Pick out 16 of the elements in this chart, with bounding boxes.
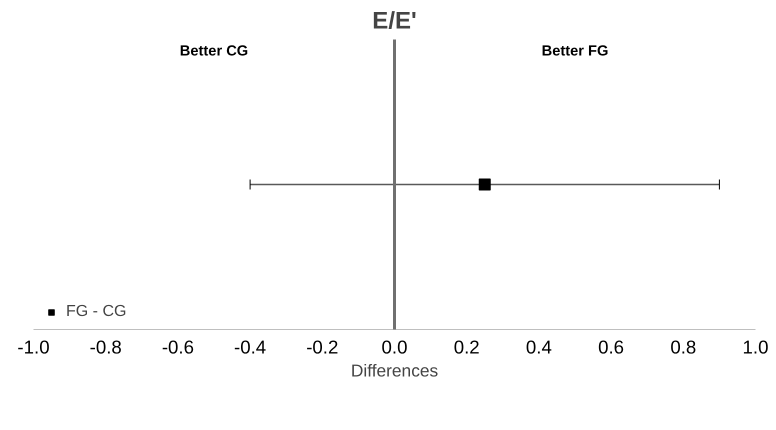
x-axis-title: Differences — [350, 360, 438, 380]
x-tick-label: 0.0 — [382, 336, 408, 358]
chart-title: E/E' — [372, 8, 417, 34]
x-tick-label: -0.2 — [306, 336, 338, 358]
x-tick-label: -1.0 — [17, 336, 50, 358]
x-tick-label: -0.8 — [90, 336, 122, 358]
x-tick-label: 0.6 — [598, 336, 624, 358]
x-tick-label: 0.4 — [526, 336, 552, 358]
x-tick-label: 1.0 — [742, 336, 768, 358]
annotation: Better CG — [180, 44, 248, 60]
legend-label: FG - CG — [66, 303, 126, 321]
x-tick-label: 0.8 — [670, 336, 696, 358]
annotation: Better FG — [542, 44, 608, 60]
x-tick-label: -0.6 — [162, 336, 194, 358]
x-tick-label: -0.4 — [234, 336, 266, 358]
x-tick-label: 0.2 — [454, 336, 480, 358]
